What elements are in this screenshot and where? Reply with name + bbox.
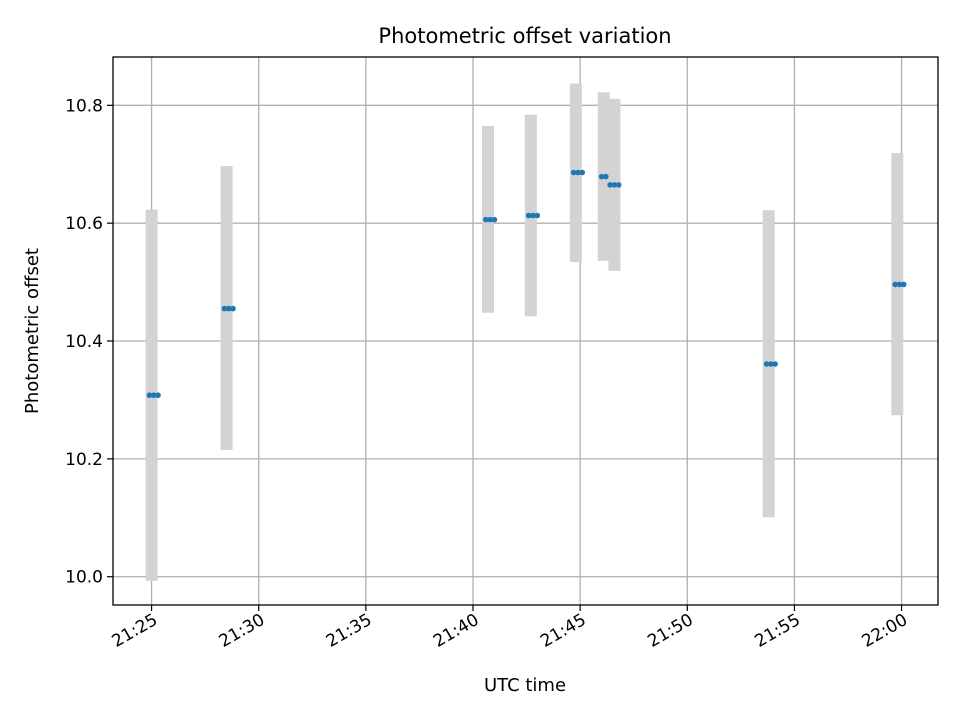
data-point — [491, 216, 498, 223]
data-point — [772, 361, 778, 367]
data-point — [615, 182, 622, 188]
y-tick-label: 10.8 — [65, 96, 103, 116]
data-point — [607, 182, 613, 188]
data-point — [611, 182, 618, 188]
data-point — [525, 212, 532, 219]
y-tick-label: 10.6 — [65, 214, 103, 234]
data-point — [598, 173, 605, 180]
data-point-layer — [146, 169, 907, 399]
data-point — [150, 392, 157, 399]
data-point — [146, 392, 153, 399]
data-point — [155, 392, 161, 399]
data-point — [530, 212, 536, 219]
data-point — [603, 173, 609, 180]
data-point — [579, 169, 586, 176]
data-point — [900, 281, 907, 288]
x-axis-label: UTC time — [484, 675, 566, 696]
y-axis-ticks: 10.0 10.2 10.4 10.6 10.8 — [65, 96, 113, 588]
data-point — [575, 169, 581, 176]
data-point — [570, 169, 577, 176]
data-point — [225, 305, 232, 312]
y-tick-label: 10.2 — [65, 450, 103, 470]
chart-title: Photometric offset variation — [378, 24, 671, 48]
data-point — [892, 281, 898, 288]
data-point — [230, 305, 236, 312]
grid-layer — [113, 57, 938, 605]
data-point — [534, 212, 541, 219]
plot-area-frame — [112, 56, 939, 606]
data-point — [768, 361, 774, 367]
data-point — [896, 281, 903, 288]
data-point — [763, 361, 770, 367]
data-point — [487, 216, 493, 223]
y-tick-label: 10.4 — [65, 332, 103, 352]
y-axis-label: Photometric offset — [22, 248, 43, 414]
data-point — [483, 216, 489, 223]
data-point — [221, 305, 228, 312]
y-tick-label: 10.0 — [65, 568, 103, 588]
